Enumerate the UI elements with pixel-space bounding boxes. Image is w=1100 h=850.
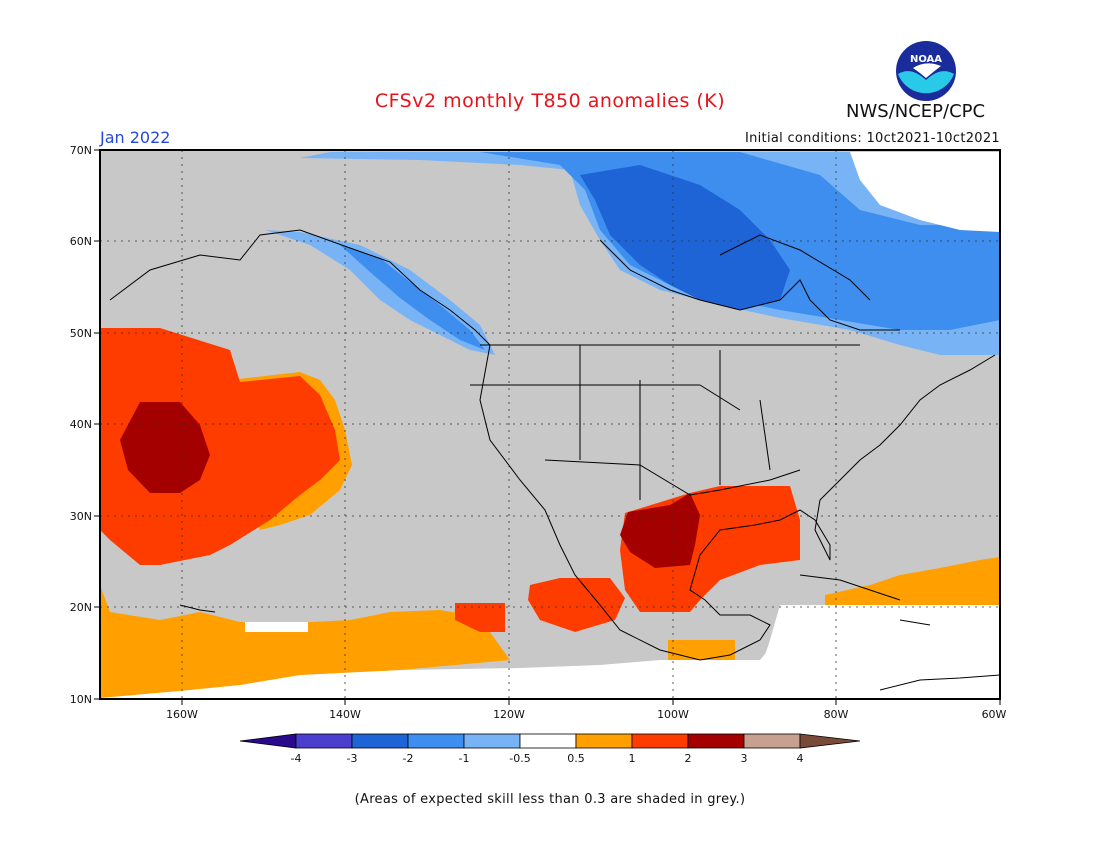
caribbean-white <box>760 605 1000 699</box>
colorbar-swatch <box>799 733 861 749</box>
blue-band-dark <box>580 165 790 310</box>
colorbar-label: -3 <box>347 752 358 765</box>
tropical-orange <box>100 585 510 698</box>
lon-label: 140W <box>329 708 361 721</box>
colorbar-swatch <box>351 733 409 749</box>
colorbar-swatch <box>631 733 689 749</box>
colorbar-swatch <box>743 733 801 749</box>
northeast-white <box>850 152 1000 232</box>
pacific-darkred <box>120 402 210 493</box>
colorbar-label: -4 <box>291 752 302 765</box>
chart-title: CFSv2 monthly T850 anomalies (K) <box>374 90 726 112</box>
colorbar-label: 4 <box>797 752 804 765</box>
lat-label: 20N <box>70 601 92 614</box>
pacific-white-patch <box>245 622 308 632</box>
lon-label: 120W <box>493 708 525 721</box>
lat-label: 10N <box>70 693 92 706</box>
noaa-logo: NOAA <box>896 41 956 101</box>
central-america-orange <box>668 640 735 660</box>
atlantic-orange <box>825 557 1000 612</box>
colorbar-label: 1 <box>629 752 636 765</box>
colorbar-swatch <box>407 733 465 749</box>
colorbar-label: 2 <box>685 752 692 765</box>
pacific-red <box>100 328 340 565</box>
logo-text: NOAA <box>910 54 942 65</box>
alaska-blue-mid <box>340 245 485 350</box>
initial-conditions: Initial conditions: 10ct2021-10ct2021 <box>744 131 1000 146</box>
colorbar-label: 0.5 <box>567 752 585 765</box>
colorbar-swatch <box>239 733 297 749</box>
grid-lines <box>100 150 1000 699</box>
colorbar-label: -2 <box>403 752 414 765</box>
lon-label: 60W <box>982 708 1007 721</box>
lon-label: 100W <box>657 708 689 721</box>
lon-label: 160W <box>166 708 198 721</box>
skill-footnote: (Areas of expected skill less than 0.3 a… <box>354 792 746 807</box>
colorbar-label: -0.5 <box>509 752 530 765</box>
coastlines <box>109 229 1000 691</box>
lon-label: 80W <box>824 708 849 721</box>
colorbar-label: 3 <box>741 752 748 765</box>
colorbar <box>239 733 861 749</box>
tropical-red <box>455 603 505 632</box>
agency-label: NWS/NCEP/CPC <box>846 101 986 122</box>
colorbar-swatch <box>463 733 521 749</box>
tick-marks <box>94 149 1001 705</box>
forecast-month: Jan 2022 <box>100 128 171 147</box>
lat-label: 30N <box>70 510 92 523</box>
colorbar-label: -1 <box>459 752 470 765</box>
colorbar-swatch <box>519 733 577 749</box>
lat-label: 40N <box>70 418 92 431</box>
colorbar-swatch <box>687 733 745 749</box>
gulf-darkred <box>620 493 700 568</box>
lat-label: 70N <box>70 144 92 157</box>
lat-label: 60N <box>70 235 92 248</box>
colorbar-swatch <box>295 733 353 749</box>
mexico-red <box>528 578 625 632</box>
colorbar-swatch <box>575 733 633 749</box>
lat-label: 50N <box>70 327 92 340</box>
